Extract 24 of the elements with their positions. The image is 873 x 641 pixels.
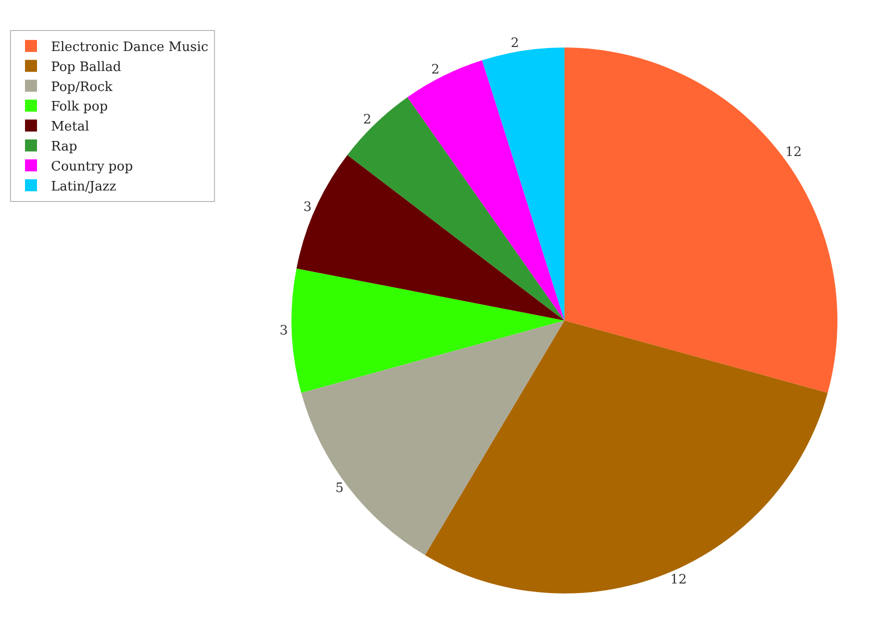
pie-slice	[407, 60, 564, 320]
legend-label: Metal	[51, 120, 90, 135]
pie-slice	[424, 320, 828, 594]
pie-slice	[301, 320, 564, 556]
data-label: 3	[280, 323, 288, 338]
legend-label: Latin/Jazz	[51, 179, 116, 194]
pie-slice	[347, 97, 564, 320]
pie-slice	[296, 155, 564, 320]
legend-label: Rap	[51, 140, 78, 155]
data-label: 2	[363, 112, 372, 128]
pie-slice	[482, 48, 564, 320]
legend-label: Electronic Dance Music	[51, 40, 208, 56]
pie-slice	[564, 48, 838, 393]
data-label: 3	[303, 200, 312, 216]
legend-label: Pop Ballad	[51, 60, 122, 75]
data-label: 5	[335, 481, 344, 496]
data-label: 12	[670, 572, 687, 588]
data-label: 2	[431, 62, 440, 78]
legend-label: Pop/Rock	[51, 80, 113, 95]
legend-label: Folk pop	[51, 100, 108, 115]
data-label: 2	[510, 36, 520, 51]
data-label: 12	[785, 144, 802, 160]
pie-slice	[292, 268, 564, 393]
legend-label: Country pop	[51, 159, 133, 174]
